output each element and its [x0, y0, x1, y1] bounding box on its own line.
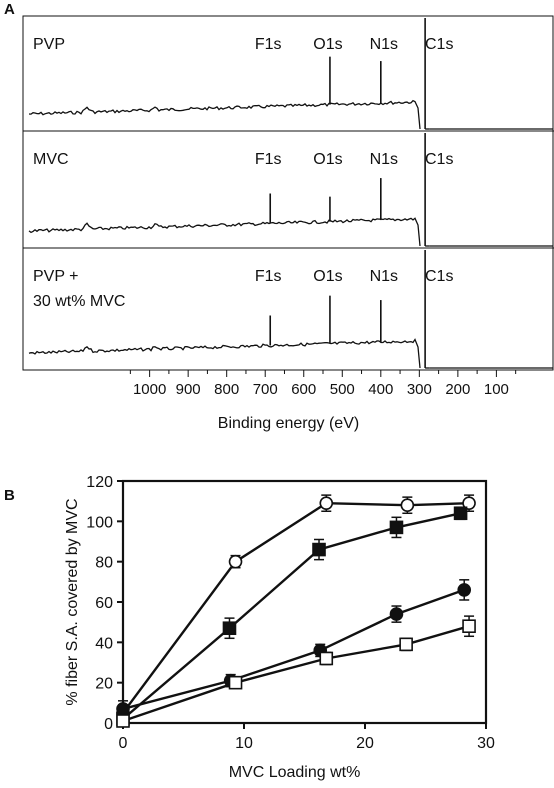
peak-label-c1s: C1s: [425, 268, 453, 285]
x-tick-label: 0: [119, 735, 128, 752]
peak-label-c1s: C1s: [425, 151, 453, 168]
x-tick-label: 200: [445, 381, 470, 398]
data-point: [453, 506, 468, 521]
data-point: [312, 542, 326, 557]
peak-label-f1s: F1s: [255, 36, 282, 53]
spectrum-trace: [28, 217, 421, 247]
sample-name: MVC: [33, 151, 69, 168]
x-tick-label: 500: [330, 381, 355, 398]
y-tick-label: 20: [95, 676, 113, 693]
y-tick-label: 120: [86, 474, 113, 491]
x-tick-label: 800: [214, 381, 239, 398]
series-open-square: [116, 615, 476, 728]
data-point: [399, 637, 413, 652]
peak-label-n1s: N1s: [370, 151, 398, 168]
series-line: [122, 501, 470, 714]
y-tick-label: 80: [95, 555, 113, 572]
sample-name: PVP +: [33, 268, 79, 285]
data-point: [319, 496, 334, 510]
x-tick-label: 300: [407, 381, 432, 398]
data-point: [228, 554, 243, 569]
data-point: [319, 651, 334, 666]
data-point: [389, 607, 404, 621]
y-tick-label: 60: [95, 595, 113, 612]
peak-label-n1s: N1s: [370, 36, 398, 53]
x-tick-label: 10: [235, 735, 253, 752]
x-tick-label: 30: [477, 735, 495, 752]
data-point: [222, 621, 237, 636]
peak-label-f1s: F1s: [255, 268, 282, 285]
panel-label-b: B: [4, 487, 15, 504]
data-point: [462, 619, 476, 634]
spectrum-trace: [28, 99, 421, 130]
x-tick-label: 100: [484, 381, 509, 398]
data-point: [400, 498, 415, 513]
x-axis-label: MVC Loading wt%: [229, 764, 361, 781]
x-tick-label: 1000: [133, 381, 166, 398]
series-line: [122, 512, 461, 720]
peak-label-o1s: O1s: [313, 151, 342, 168]
x-tick-label: 700: [253, 381, 278, 398]
y-tick-label: 40: [95, 635, 113, 652]
spectrum-trace: [28, 338, 421, 369]
x-tick-label: 20: [356, 735, 374, 752]
data-point: [462, 496, 476, 510]
sample-name: PVP: [33, 36, 65, 53]
x-tick-label: 400: [368, 381, 393, 398]
peak-label-n1s: N1s: [370, 268, 398, 285]
panel-label-a: A: [4, 1, 15, 18]
series-filled-square: [116, 506, 468, 726]
data-point: [457, 583, 472, 597]
series-line: [122, 588, 465, 711]
y-tick-label: 100: [86, 514, 113, 531]
y-tick-label: 0: [104, 716, 113, 733]
series-open-circle: [116, 494, 476, 722]
x-tick-label: 600: [291, 381, 316, 398]
panel-b-coverage-plot: B 0 20 40 60 80 100 120 0 10 20 30 MVC Loading wt% % …: [4, 474, 495, 781]
peak-label-o1s: O1s: [313, 36, 342, 53]
panel-a-frame: [22, 15, 554, 371]
panel-a-xps-survey: A 1000 900 800 700 600 500 400 300 200 100 Binding …: [4, 1, 554, 432]
data-point: [116, 714, 130, 728]
data-point: [228, 675, 243, 690]
sample-name: 30 wt% MVC: [33, 293, 125, 310]
peak-label-o1s: O1s: [313, 268, 342, 285]
data-point: [389, 520, 404, 535]
data-point: [116, 702, 130, 716]
x-axis-label: Binding energy (eV): [218, 415, 359, 432]
peak-label-f1s: F1s: [255, 151, 282, 168]
y-axis-label: % fiber S.A. covered by MVC: [64, 498, 81, 705]
x-tick-label: 900: [176, 381, 201, 398]
peak-label-c1s: C1s: [425, 36, 453, 53]
